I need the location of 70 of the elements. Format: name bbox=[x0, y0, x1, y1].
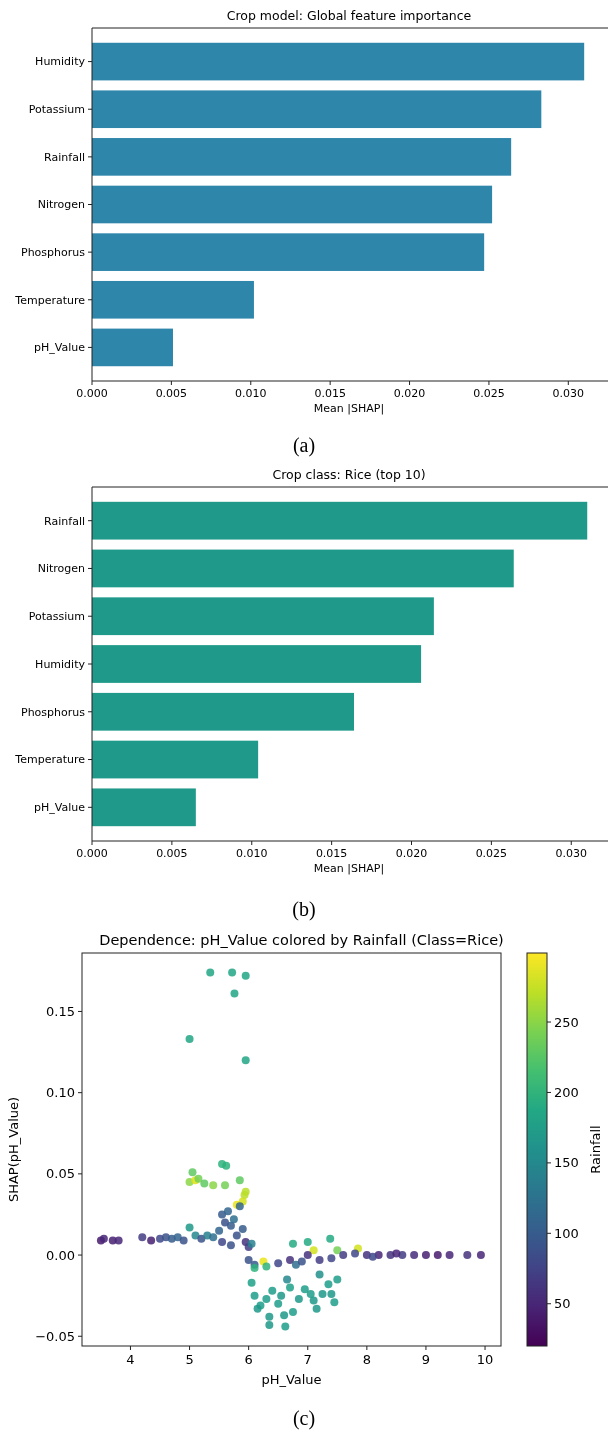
x-tick-label: 0.005 bbox=[156, 847, 188, 860]
bar bbox=[92, 280, 254, 319]
y-tick-label: Potassium bbox=[28, 610, 85, 624]
x-axis-title: Mean |SHAP| bbox=[313, 402, 385, 415]
x-tick-label: 6 bbox=[244, 1352, 253, 1367]
x-tick-label: 0.025 bbox=[473, 387, 505, 400]
color-bar-title: Rainfall bbox=[588, 1125, 603, 1174]
x-tick-label: 5 bbox=[185, 1352, 194, 1367]
x-tick-label: 0.020 bbox=[393, 387, 426, 400]
chart-title: Dependence: pH_Value colored by Rainfall (Class=Rice) bbox=[99, 932, 504, 948]
color-bar-label: 150 bbox=[554, 1155, 579, 1171]
bar bbox=[92, 788, 196, 827]
x-tick-label: 9 bbox=[421, 1352, 431, 1367]
bar bbox=[92, 692, 354, 731]
x-tick-label: 0.015 bbox=[314, 387, 346, 400]
bar bbox=[92, 549, 514, 588]
chart-title: Crop model: Global feature importance bbox=[226, 8, 472, 23]
color-bar-label: 50 bbox=[554, 1296, 571, 1312]
bar bbox=[92, 597, 434, 636]
bar bbox=[92, 42, 585, 81]
x-tick-label: 0.000 bbox=[76, 387, 108, 400]
y-tick-label: Nitrogen bbox=[37, 562, 86, 576]
color-bar-label: 250 bbox=[554, 1014, 579, 1030]
y-tick-label: Rainfall bbox=[44, 514, 85, 528]
bar bbox=[92, 138, 512, 176]
bar bbox=[92, 328, 173, 367]
text: (c) bbox=[292, 1407, 316, 1430]
y-tick-label: Nitrogen bbox=[37, 198, 86, 212]
bar bbox=[92, 233, 485, 271]
y-tick-label: −0.05 bbox=[35, 1328, 75, 1344]
bar bbox=[92, 740, 259, 779]
x-tick-label: 0.015 bbox=[315, 847, 348, 860]
bar bbox=[92, 185, 493, 224]
x-tick-label: 0.010 bbox=[235, 387, 267, 400]
x-tick-label: 10 bbox=[476, 1352, 494, 1367]
x-tick-label: 0.020 bbox=[395, 847, 428, 860]
y-tick-label: 0.15 bbox=[46, 1004, 75, 1020]
x-tick-label: 0.030 bbox=[552, 387, 585, 400]
y-tick-label: 0.00 bbox=[46, 1247, 75, 1263]
bar bbox=[92, 501, 588, 540]
x-tick-label: 4 bbox=[126, 1352, 135, 1367]
y-axis-title: SHAP(pH_Value) bbox=[6, 1096, 21, 1203]
x-tick-label: 7 bbox=[303, 1352, 312, 1367]
x-tick-label: 8 bbox=[362, 1352, 371, 1367]
x-tick-label: 0.025 bbox=[475, 847, 508, 860]
y-tick-label: Phosphorus bbox=[21, 245, 86, 259]
x-tick-label: 0.030 bbox=[555, 847, 588, 860]
x-axis-title: Mean |SHAP| bbox=[313, 862, 385, 875]
y-tick-label: 0.10 bbox=[46, 1085, 75, 1101]
color-bar-label: 100 bbox=[554, 1225, 579, 1241]
y-tick-label: Temperature bbox=[14, 293, 86, 307]
x-tick-label: 0.005 bbox=[155, 387, 188, 400]
y-tick-label: Humidity bbox=[35, 55, 86, 69]
bar bbox=[92, 90, 542, 129]
color-bar-label: 200 bbox=[554, 1085, 579, 1100]
y-tick-label: Humidity bbox=[35, 657, 86, 671]
bar bbox=[92, 645, 422, 683]
y-tick-label: 0.05 bbox=[46, 1166, 75, 1182]
x-tick-label: 0.010 bbox=[236, 847, 268, 860]
y-tick-label: Temperature bbox=[14, 753, 86, 767]
y-tick-label: pH_Value bbox=[34, 801, 86, 815]
y-tick-label: pH_Value bbox=[34, 341, 86, 355]
y-tick-label: Rainfall bbox=[44, 150, 85, 164]
x-axis-title: pH_Value bbox=[261, 1372, 322, 1387]
x-tick-label: 0.000 bbox=[76, 847, 108, 860]
text: (a) bbox=[292, 434, 316, 457]
y-tick-label: Phosphorus bbox=[21, 705, 86, 719]
text: (b) bbox=[292, 898, 316, 921]
y-tick-label: Potassium bbox=[28, 103, 85, 117]
chart-title: Crop class: Rice (top 10) bbox=[272, 467, 426, 482]
